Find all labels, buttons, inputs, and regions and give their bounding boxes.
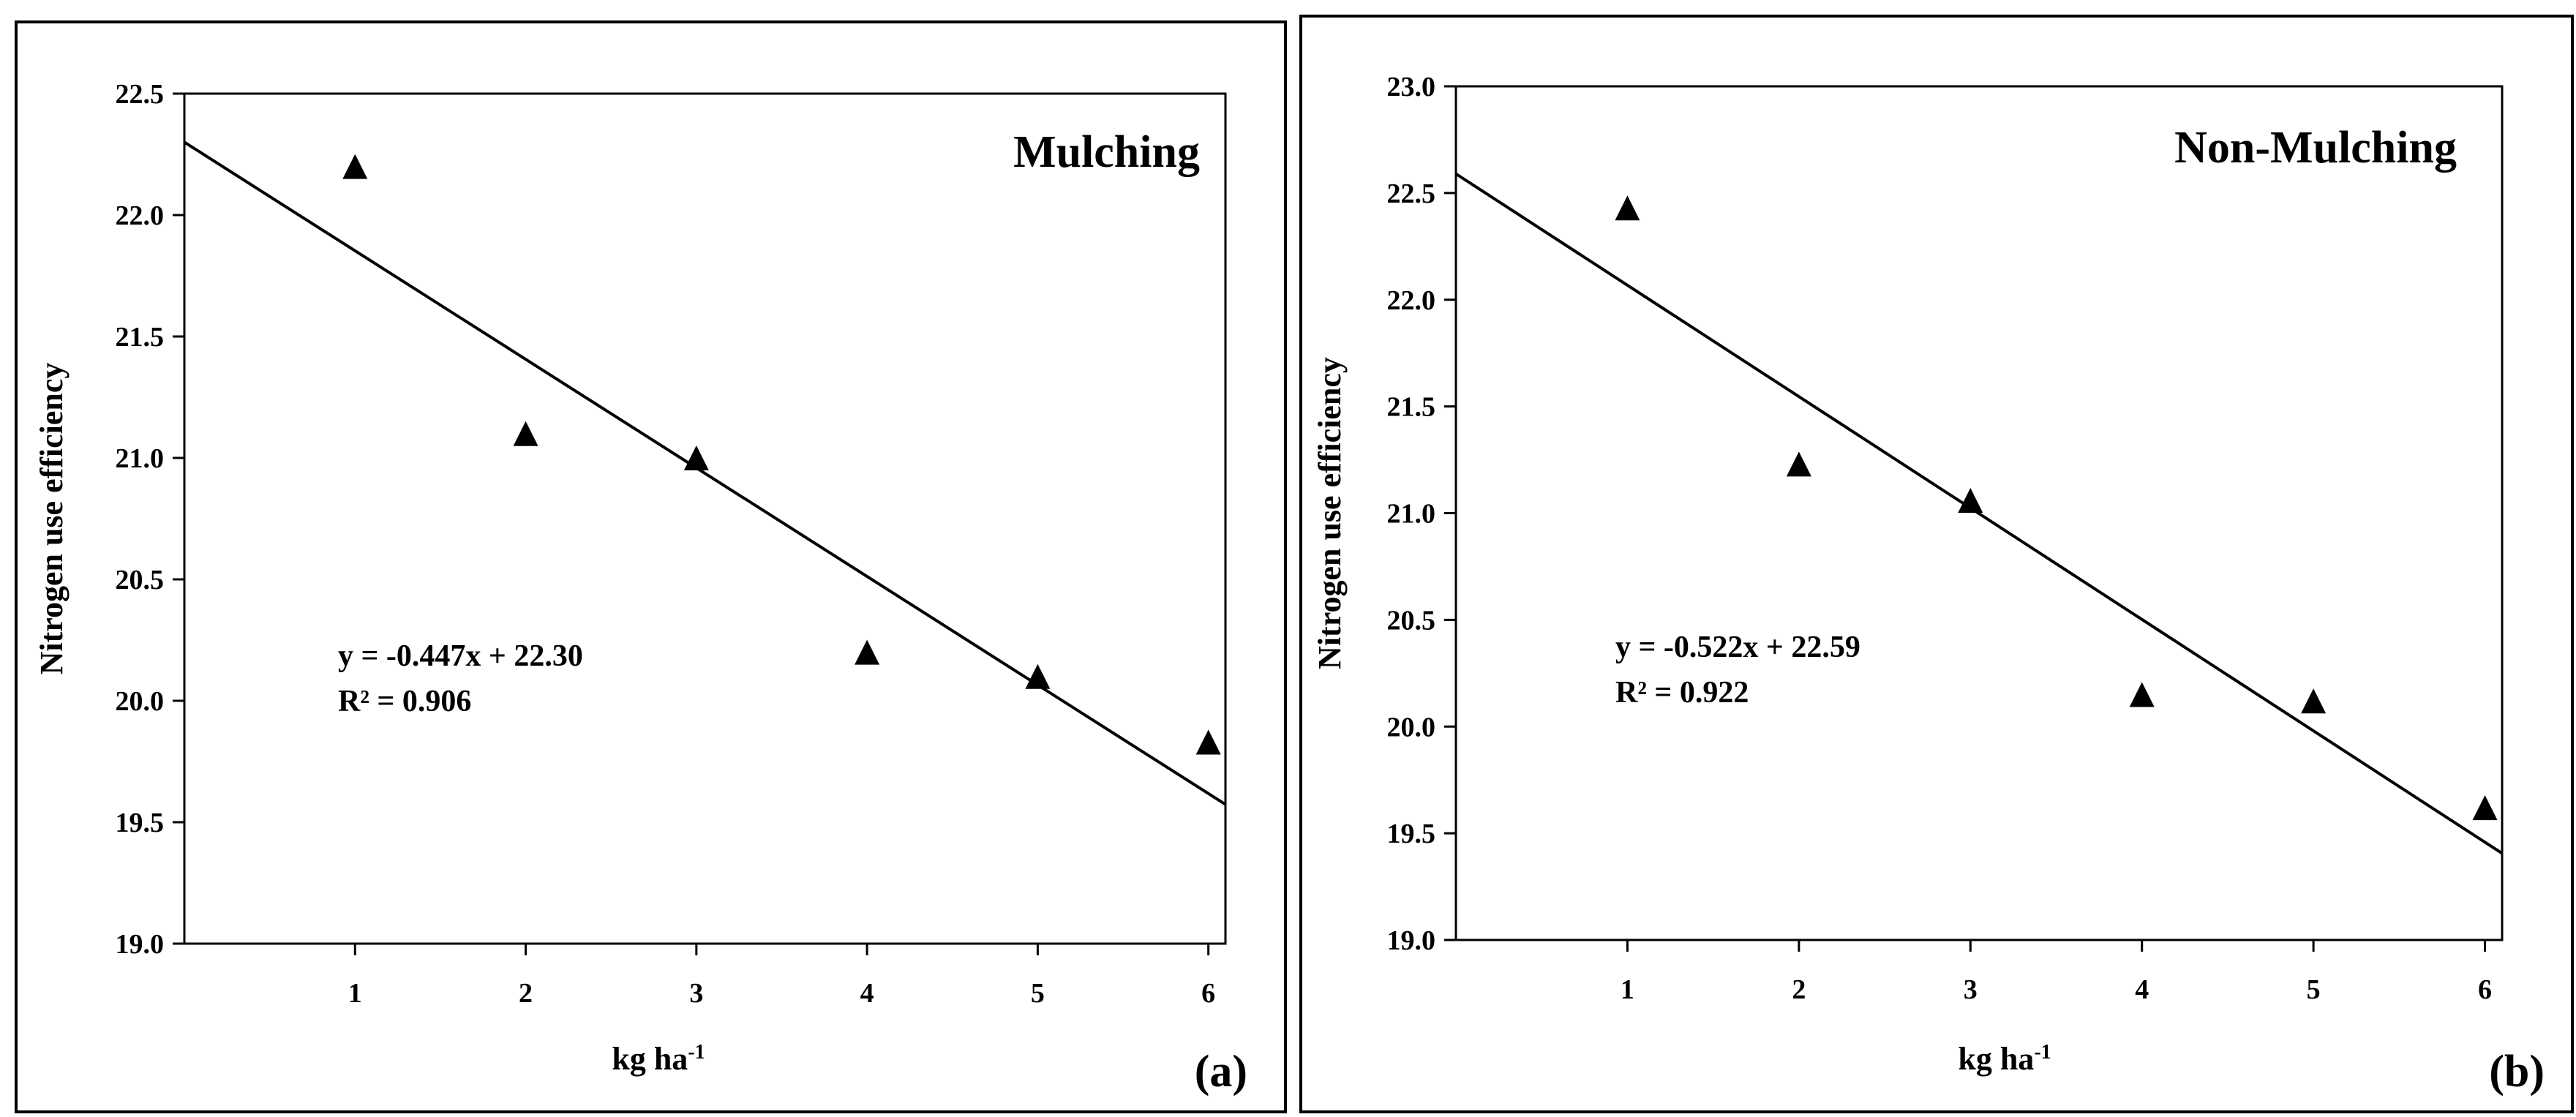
x-tick-label: 1 <box>348 978 362 1009</box>
y-tick-label: 19.5 <box>1387 819 1436 849</box>
y-axis-title: Nitrogen use efficiency <box>1312 357 1348 669</box>
x-tick-label: 3 <box>689 978 703 1009</box>
data-point-triangle <box>2129 682 2155 707</box>
x-tick-label: 2 <box>519 978 533 1009</box>
regression-line <box>183 140 1227 806</box>
y-tick-label: 22.0 <box>1387 285 1436 316</box>
x-axis-title: kg ha-1 <box>612 1041 705 1077</box>
chart-title: Mulching <box>1013 127 1200 177</box>
chart-panel-non-mulching: 19.0 19.5 20.0 20.5 21.0 21.5 22.0 22.5 23.0 1 2 3 4… <box>1299 15 2574 1113</box>
y-tick-label: 21.5 <box>116 322 165 353</box>
x-tick-label: 5 <box>2307 974 2321 1005</box>
x-tick-label: 6 <box>1201 978 1215 1009</box>
y-tick-label: 22.5 <box>116 79 165 110</box>
data-point-triangle <box>513 421 538 446</box>
y-tick-label: 20.5 <box>116 565 165 595</box>
x-tick-label: 2 <box>1792 974 1806 1005</box>
regression-equation: y = -0.522x + 22.59 <box>1615 631 1860 664</box>
data-point-triangle <box>1958 487 1983 513</box>
data-point-triangle <box>2301 688 2327 714</box>
y-tick-label: 21.0 <box>116 443 165 474</box>
panel-frame <box>15 20 1287 1113</box>
y-axis-title: Nitrogen use efficiency <box>34 363 70 675</box>
data-point-triangle <box>1195 729 1221 755</box>
y-tick-label: 23.0 <box>1387 72 1436 102</box>
data-points <box>1615 195 2498 821</box>
data-point-triangle <box>342 154 368 179</box>
y-tick-label: 20.0 <box>116 686 165 717</box>
y-tick-label: 19.0 <box>116 929 165 960</box>
panel-label: (a) <box>1195 1047 1247 1097</box>
panel-frame <box>1299 15 2574 1113</box>
panel-label: (b) <box>2489 1047 2545 1097</box>
x-tick-label: 5 <box>1031 978 1045 1009</box>
x-tick-label: 6 <box>2478 974 2492 1005</box>
data-point-triangle <box>2472 795 2498 821</box>
x-tick-label: 4 <box>2135 974 2149 1005</box>
data-point-triangle <box>855 639 880 665</box>
y-tick-label: 22.0 <box>116 200 165 231</box>
y-tick-label: 20.5 <box>1387 605 1436 636</box>
axis-ticks: 19.0 19.5 20.0 20.5 21.0 21.5 22.0 22.5 1 2 3 4 5 6 <box>116 79 1216 1009</box>
r-squared: R² = 0.922 <box>1615 676 1749 710</box>
x-tick-label: 4 <box>860 978 874 1009</box>
chart-title: Non-Mulching <box>2174 123 2457 173</box>
y-tick-label: 21.0 <box>1387 499 1436 530</box>
chart-panel-mulching: 19.0 19.5 20.0 20.5 21.0 21.5 22.0 22.5 1 2 3 4 5 6 M… <box>15 20 1287 1113</box>
regression-equation: y = -0.447x + 22.30 <box>338 639 583 673</box>
y-tick-label: 22.5 <box>1387 178 1436 209</box>
data-point-triangle <box>1786 451 1811 477</box>
y-tick-label: 19.0 <box>1387 925 1436 956</box>
plot-area <box>183 92 1227 945</box>
data-point-triangle <box>1615 195 1640 221</box>
y-tick-label: 19.5 <box>116 808 165 838</box>
x-tick-label: 3 <box>1964 974 1978 1005</box>
x-axis-title: kg ha-1 <box>1958 1041 2051 1077</box>
x-tick-label: 1 <box>1621 974 1634 1005</box>
axis-ticks: 19.0 19.5 20.0 20.5 21.0 21.5 22.0 22.5 23.0 1 2 3 4… <box>1387 72 2493 1005</box>
y-tick-label: 21.5 <box>1387 392 1436 423</box>
regression-line <box>1454 172 2504 855</box>
r-squared: R² = 0.906 <box>338 685 471 718</box>
y-tick-label: 20.0 <box>1387 712 1436 742</box>
